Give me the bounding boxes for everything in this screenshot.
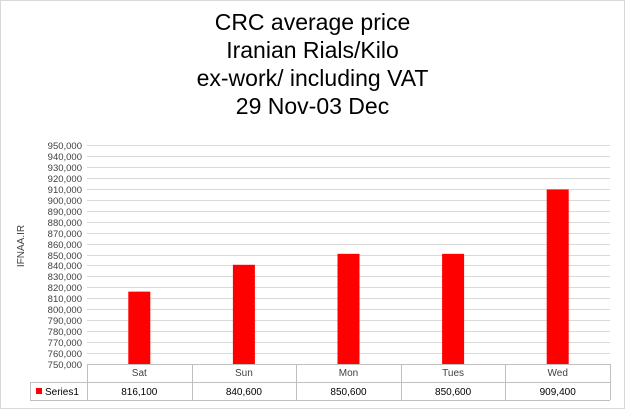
bar xyxy=(546,189,569,364)
x-tick-label: Tues xyxy=(442,368,464,379)
data-table-value: 850,600 xyxy=(330,387,367,398)
chart-title: CRC average price Iranian Rials/Kilo ex-… xyxy=(0,8,625,120)
y-tick-label: 880,000 xyxy=(48,218,82,229)
x-tick-label: Sat xyxy=(132,368,147,379)
y-tick-label: 840,000 xyxy=(48,261,82,272)
y-tick-label: 950,000 xyxy=(48,141,82,152)
y-tick-label: 780,000 xyxy=(48,327,82,338)
x-tick-label: Wed xyxy=(548,368,568,379)
y-tick-label: 770,000 xyxy=(48,338,82,349)
y-tick-label: 800,000 xyxy=(48,305,82,316)
data-table-value: 909,400 xyxy=(540,387,577,398)
y-axis-ticks: 750,000760,000770,000780,000790,000800,0… xyxy=(48,141,82,371)
chart-title-line-2: Iranian Rials/Kilo xyxy=(226,37,399,63)
legend-series-name: Series1 xyxy=(45,387,79,398)
y-tick-label: 930,000 xyxy=(48,163,82,174)
data-table-value: 840,600 xyxy=(226,387,263,398)
data-table: Sat 816,100 Sun 840,600 Mon 850,600 Tues 850,60… xyxy=(30,364,611,401)
x-tick-label: Sun xyxy=(235,368,253,379)
chart-title-line-4: 29 Nov-03 Dec xyxy=(235,93,390,119)
y-tick-label: 940,000 xyxy=(48,152,82,163)
chart-title-line-3: ex-work/ including VAT xyxy=(196,65,429,91)
y-tick-label: 910,000 xyxy=(48,185,82,196)
y-axis-label: IFNAA.IR xyxy=(16,225,27,267)
chart-title-line-1: CRC average price xyxy=(214,9,411,35)
y-tick-label: 900,000 xyxy=(48,196,82,207)
bar xyxy=(128,291,151,364)
y-tick-label: 790,000 xyxy=(48,316,82,327)
y-tick-label: 830,000 xyxy=(48,272,82,283)
bar xyxy=(337,253,360,364)
data-table-value: 816,100 xyxy=(121,387,158,398)
bar xyxy=(232,264,255,364)
y-tick-label: 760,000 xyxy=(48,349,82,360)
y-tick-label: 920,000 xyxy=(48,174,82,185)
y-tick-label: 750,000 xyxy=(48,360,82,371)
bar xyxy=(442,253,465,364)
data-table-value: 850,600 xyxy=(435,387,472,398)
y-tick-label: 820,000 xyxy=(48,283,82,294)
y-tick-label: 890,000 xyxy=(48,207,82,218)
y-tick-label: 860,000 xyxy=(48,240,82,251)
x-tick-label: Mon xyxy=(339,368,358,379)
y-tick-label: 870,000 xyxy=(48,229,82,240)
y-tick-label: 810,000 xyxy=(48,294,82,305)
bars xyxy=(128,189,569,364)
legend-key xyxy=(36,388,42,394)
y-tick-label: 850,000 xyxy=(48,251,82,262)
